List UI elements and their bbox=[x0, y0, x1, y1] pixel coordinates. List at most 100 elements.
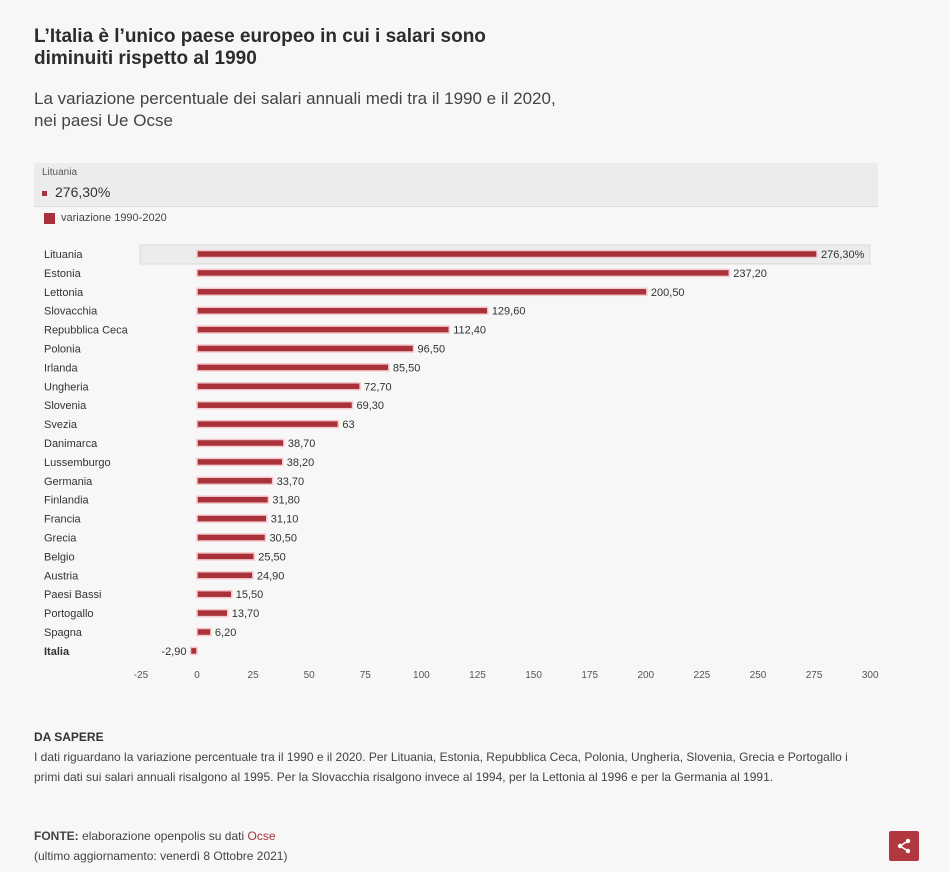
x-tick-label: 0 bbox=[194, 670, 200, 681]
data-label: 96,50 bbox=[418, 344, 446, 356]
notes-heading: DA SAPERE bbox=[34, 730, 104, 744]
x-tick-label: 125 bbox=[469, 670, 486, 681]
category-label: Francia bbox=[44, 514, 82, 526]
bar-italia[interactable] bbox=[189, 646, 198, 656]
bar-lettonia[interactable] bbox=[196, 287, 648, 297]
share-icon bbox=[897, 838, 911, 854]
bar-polonia[interactable] bbox=[196, 344, 415, 353]
category-label: Irlanda bbox=[44, 362, 79, 374]
x-tick-label: 175 bbox=[581, 670, 598, 681]
category-label: Belgio bbox=[44, 551, 75, 563]
category-label: Lussemburgo bbox=[44, 457, 111, 469]
data-label: 33,70 bbox=[277, 476, 305, 488]
page-title: L’Italia è l’unico paese europeo in cui … bbox=[34, 26, 486, 69]
data-label: 31,10 bbox=[271, 514, 299, 526]
category-label: Grecia bbox=[44, 533, 77, 545]
x-tick-label: 200 bbox=[637, 670, 654, 681]
data-label: 112,40 bbox=[453, 325, 486, 337]
notes-text: I dati riguardano la variazione percentu… bbox=[34, 750, 848, 784]
data-label: 6,20 bbox=[215, 627, 236, 639]
bar-lussemburgo[interactable] bbox=[196, 457, 284, 467]
data-label: 72,70 bbox=[364, 381, 392, 393]
x-tick-label: 300 bbox=[862, 670, 879, 681]
category-label: Lettonia bbox=[44, 287, 84, 299]
x-tick-label: 100 bbox=[413, 670, 430, 681]
source-text: elaborazione openpolis su dati bbox=[82, 829, 245, 843]
bar-estonia[interactable] bbox=[196, 268, 731, 278]
tooltip-category: Lituania bbox=[42, 167, 78, 178]
bar-belgio[interactable] bbox=[196, 552, 255, 561]
bar-danimarca[interactable] bbox=[196, 438, 285, 448]
source-section: FONTE: elaborazione openpolis su dati Oc… bbox=[34, 826, 287, 866]
x-tick-label: 250 bbox=[750, 670, 767, 681]
data-label: 200,50 bbox=[651, 287, 685, 299]
bar-germania[interactable] bbox=[196, 476, 274, 486]
x-tick-label: 50 bbox=[304, 670, 316, 681]
x-tick-label: 75 bbox=[360, 670, 372, 681]
data-label: -2,90 bbox=[161, 646, 186, 658]
x-tick-label: 275 bbox=[806, 670, 823, 681]
bar-paesi-bassi[interactable] bbox=[196, 589, 233, 599]
category-label: Germania bbox=[44, 476, 93, 488]
category-label: Svezia bbox=[44, 419, 78, 431]
chart-tooltip: Lituania 276,30% bbox=[34, 163, 878, 207]
page-subtitle: La variazione percentuale dei salari ann… bbox=[34, 89, 556, 130]
category-label: Lituania bbox=[44, 249, 83, 261]
source-label: FONTE: bbox=[34, 829, 79, 843]
bar-austria[interactable] bbox=[196, 571, 254, 580]
tooltip-value: 276,30% bbox=[55, 184, 111, 200]
chart-legend[interactable]: variazione 1990-2020 bbox=[44, 212, 167, 224]
category-label: Finlandia bbox=[44, 495, 90, 507]
bar-grecia[interactable] bbox=[196, 533, 267, 542]
tooltip-swatch bbox=[42, 191, 47, 196]
x-tick-label: -25 bbox=[134, 670, 149, 681]
notes-section: DA SAPERE I dati riguardano la variazion… bbox=[34, 727, 864, 787]
bar-ungheria[interactable] bbox=[196, 382, 361, 391]
data-label: 85,50 bbox=[393, 362, 421, 374]
bar-chart: Lituania 276,30% Estonia 237,20 Lettonia 200,… bbox=[44, 244, 879, 681]
data-label: 69,30 bbox=[357, 400, 385, 412]
category-label: Italia bbox=[44, 646, 70, 658]
data-label: 63 bbox=[342, 419, 354, 431]
data-label: 25,50 bbox=[258, 551, 286, 563]
category-label: Austria bbox=[44, 570, 79, 582]
share-button[interactable] bbox=[889, 831, 919, 861]
category-label: Spagna bbox=[44, 627, 83, 639]
x-tick-label: 150 bbox=[525, 670, 542, 681]
data-label: 13,70 bbox=[232, 608, 260, 620]
category-label: Slovacchia bbox=[44, 306, 98, 318]
x-tick-label: 225 bbox=[694, 670, 711, 681]
category-label: Estonia bbox=[44, 268, 82, 280]
bar-svezia[interactable] bbox=[196, 419, 340, 429]
category-label: Paesi Bassi bbox=[44, 589, 101, 601]
bar-slovenia[interactable] bbox=[196, 400, 354, 410]
data-label: 129,60 bbox=[492, 306, 526, 318]
data-label: 15,50 bbox=[236, 589, 264, 601]
category-label: Polonia bbox=[44, 344, 82, 356]
bar-repubblica-ceca[interactable] bbox=[196, 325, 450, 334]
data-label: 237,20 bbox=[733, 268, 767, 280]
bar-irlanda[interactable] bbox=[196, 363, 390, 372]
bar-francia[interactable] bbox=[196, 514, 268, 523]
bar-portogallo[interactable] bbox=[196, 608, 229, 618]
bar-lituania[interactable] bbox=[196, 249, 818, 259]
bar-finlandia[interactable] bbox=[196, 495, 270, 504]
data-label: 24,90 bbox=[257, 570, 285, 582]
category-label: Portogallo bbox=[44, 608, 94, 620]
legend-label: variazione 1990-2020 bbox=[61, 212, 167, 224]
legend-swatch bbox=[44, 212, 55, 224]
source-link[interactable]: Ocse bbox=[247, 829, 276, 843]
data-label: 38,20 bbox=[287, 457, 315, 469]
data-label: 30,50 bbox=[269, 533, 297, 545]
category-label: Ungheria bbox=[44, 381, 90, 393]
category-label: Repubblica Ceca bbox=[44, 325, 129, 337]
data-label: 276,30% bbox=[821, 249, 865, 261]
x-tick-label: 25 bbox=[248, 670, 260, 681]
source-updated: (ultimo aggiornamento: venerdì 8 Ottobre… bbox=[34, 849, 288, 863]
data-label: 31,80 bbox=[272, 495, 300, 507]
bar-slovacchia[interactable] bbox=[196, 306, 489, 315]
category-label: Danimarca bbox=[44, 438, 98, 450]
category-label: Slovenia bbox=[44, 400, 87, 412]
data-label: 38,70 bbox=[288, 438, 316, 450]
bar-spagna[interactable] bbox=[196, 627, 212, 637]
